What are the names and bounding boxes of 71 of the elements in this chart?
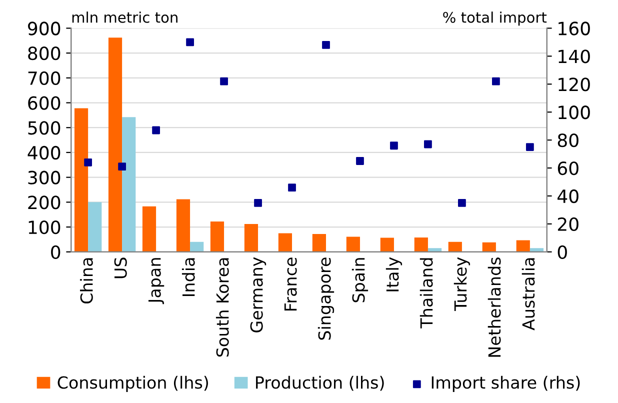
x-tick-label: Turkey: [454, 257, 470, 312]
bar: [210, 222, 224, 252]
y2-tick-label: 140: [558, 50, 590, 64]
y-tick-label: 100: [28, 220, 60, 234]
point: [526, 143, 534, 151]
y2-tick-label: 120: [558, 78, 590, 92]
bar: [190, 242, 204, 252]
bar: [312, 234, 326, 252]
bar: [428, 248, 442, 252]
point: [390, 142, 398, 150]
bar: [414, 237, 428, 252]
bar: [448, 242, 462, 252]
y-tick-label: 900: [28, 22, 60, 36]
legend-label: Consumption (lhs): [58, 376, 208, 392]
y-tick-label: 0: [51, 245, 60, 259]
x-tick-label: Thailand: [420, 258, 433, 328]
y2-tick-label: 20: [558, 217, 578, 232]
y-tick-label: 400: [28, 146, 60, 160]
x-tick-label: China: [80, 258, 93, 304]
bar: [122, 117, 136, 252]
point: [254, 198, 262, 207]
y-tick-label: 300: [28, 170, 60, 184]
x-tick-label: India: [182, 258, 195, 296]
y-tick-label: 700: [28, 71, 60, 86]
x-tick-label: Singapore: [318, 258, 334, 340]
bar: [482, 242, 496, 252]
point: [356, 157, 364, 165]
point: [322, 41, 330, 49]
bar: [88, 202, 102, 252]
point: [492, 77, 500, 86]
y-tick-label: 200: [28, 196, 60, 210]
x-tick-label: France: [284, 258, 297, 311]
point: [84, 158, 92, 166]
y2-tick-label: 60: [558, 161, 578, 176]
y-tick-label: 600: [28, 96, 60, 110]
point: [424, 140, 432, 148]
y2-axis-title: % total import: [443, 12, 547, 26]
y-tick-label: 500: [28, 121, 60, 135]
x-tick-label: Japan: [148, 258, 164, 304]
bar: [380, 238, 394, 252]
x-tick-label: Spain: [352, 258, 368, 302]
bar: [142, 206, 156, 252]
y2-tick-label: 40: [558, 189, 578, 204]
bar: [516, 240, 530, 252]
point: [152, 126, 160, 134]
bar: [108, 38, 122, 252]
x-tick-label: Germany: [250, 257, 266, 332]
x-tick-label: South Korea: [216, 258, 229, 357]
bar: [244, 224, 258, 252]
bar: [530, 248, 544, 252]
point: [220, 77, 228, 86]
bar: [346, 236, 360, 252]
point: [458, 198, 466, 207]
x-tick-label: US: [114, 258, 127, 278]
x-tick-label: Italy: [386, 257, 402, 292]
x-tick-label: Australia: [522, 258, 535, 330]
bar: [278, 233, 292, 252]
point: [186, 38, 194, 46]
point: [118, 162, 126, 171]
bar: [176, 199, 190, 252]
y-tick-label: 800: [28, 46, 60, 60]
legend-label: Production (lhs): [256, 376, 384, 391]
point: [288, 184, 296, 192]
x-tick-label: Netherlands: [488, 258, 501, 357]
y2-tick-label: 160: [558, 22, 590, 36]
legend-label: Import share (rhs): [432, 376, 580, 392]
bar: [74, 108, 88, 252]
y2-tick-label: 0: [558, 245, 567, 259]
y2-tick-label: 100: [558, 106, 590, 120]
y2-tick-label: 80: [558, 134, 578, 148]
y-axis-title: mln metric ton: [72, 12, 178, 23]
